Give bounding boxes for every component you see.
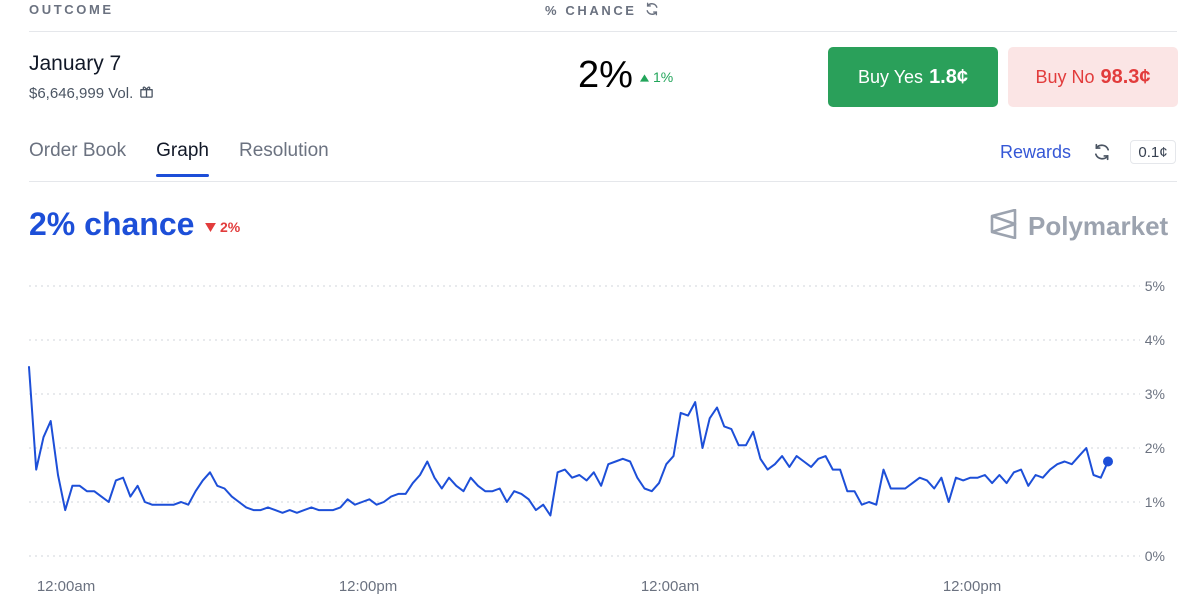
y-tick-label: 2% <box>1145 440 1165 456</box>
tab-order-book[interactable]: Order Book <box>29 140 127 161</box>
buy-yes-price: 1.8¢ <box>929 65 968 88</box>
series-line <box>28 366 1109 517</box>
buy-yes-label: Buy Yes <box>858 66 924 87</box>
graph-change-badge: 2% <box>205 219 240 235</box>
header-divider <box>29 31 1177 32</box>
volume-info: $6,646,999 Vol. <box>29 84 154 103</box>
gift-icon[interactable] <box>139 84 154 103</box>
polymarket-brand: Polymarket <box>990 208 1169 244</box>
buy-no-price: 98.3¢ <box>1100 65 1151 88</box>
buy-no-button[interactable]: Buy No 98.3¢ <box>1008 47 1178 107</box>
x-tick-label: 12:00pm <box>943 578 1001 595</box>
x-tick-label: 12:00am <box>641 578 699 595</box>
outcome-name: January 7 <box>29 52 122 75</box>
chance-column-header: % CHANCE <box>545 2 659 19</box>
x-tick-label: 12:00am <box>37 578 95 595</box>
outcome-column-header: OUTCOME <box>29 2 114 17</box>
graph-chance-title: 2% chance <box>29 206 195 242</box>
y-tick-label: 5% <box>1145 278 1165 294</box>
chance-change-value: 1% <box>653 69 674 85</box>
graph-change-value: 2% <box>220 219 241 235</box>
y-tick-label: 0% <box>1145 548 1165 564</box>
x-tick-label: 12:00pm <box>339 578 397 595</box>
y-tick-label: 4% <box>1145 332 1165 348</box>
polymarket-logo-icon <box>990 208 1018 244</box>
y-tick-label: 3% <box>1145 386 1165 402</box>
probability-chart: 0% 1% 2% 3% 4% 5% 12:00am 12:00pm 12:00am 12:00pm <box>28 278 1165 595</box>
y-tick-label: 1% <box>1145 494 1165 510</box>
chance-column-label: % CHANCE <box>545 3 637 18</box>
tab-graph[interactable]: Graph <box>156 140 209 177</box>
market-tabs: Order Book Graph Resolution <box>29 140 329 177</box>
buy-yes-button[interactable]: Buy Yes 1.8¢ <box>828 47 998 107</box>
series-endpoint <box>1103 456 1113 467</box>
current-chance: 2% <box>578 54 633 96</box>
tab-resolution[interactable]: Resolution <box>238 140 329 161</box>
tick-size-badge[interactable]: 0.1¢ <box>1130 140 1176 164</box>
buy-no-label: Buy No <box>1035 66 1095 87</box>
refresh-icon[interactable] <box>645 2 659 19</box>
triangle-down-icon <box>205 219 216 235</box>
volume-text: $6,646,999 Vol. <box>29 85 134 102</box>
polymarket-logo-text: Polymarket <box>1028 211 1169 241</box>
rewards-refresh-icon[interactable] <box>1093 143 1111 166</box>
chance-change-badge: 1% <box>640 69 673 85</box>
tabs-divider <box>29 181 1177 182</box>
triangle-up-icon <box>640 69 649 85</box>
rewards-link[interactable]: Rewards <box>1000 142 1072 162</box>
